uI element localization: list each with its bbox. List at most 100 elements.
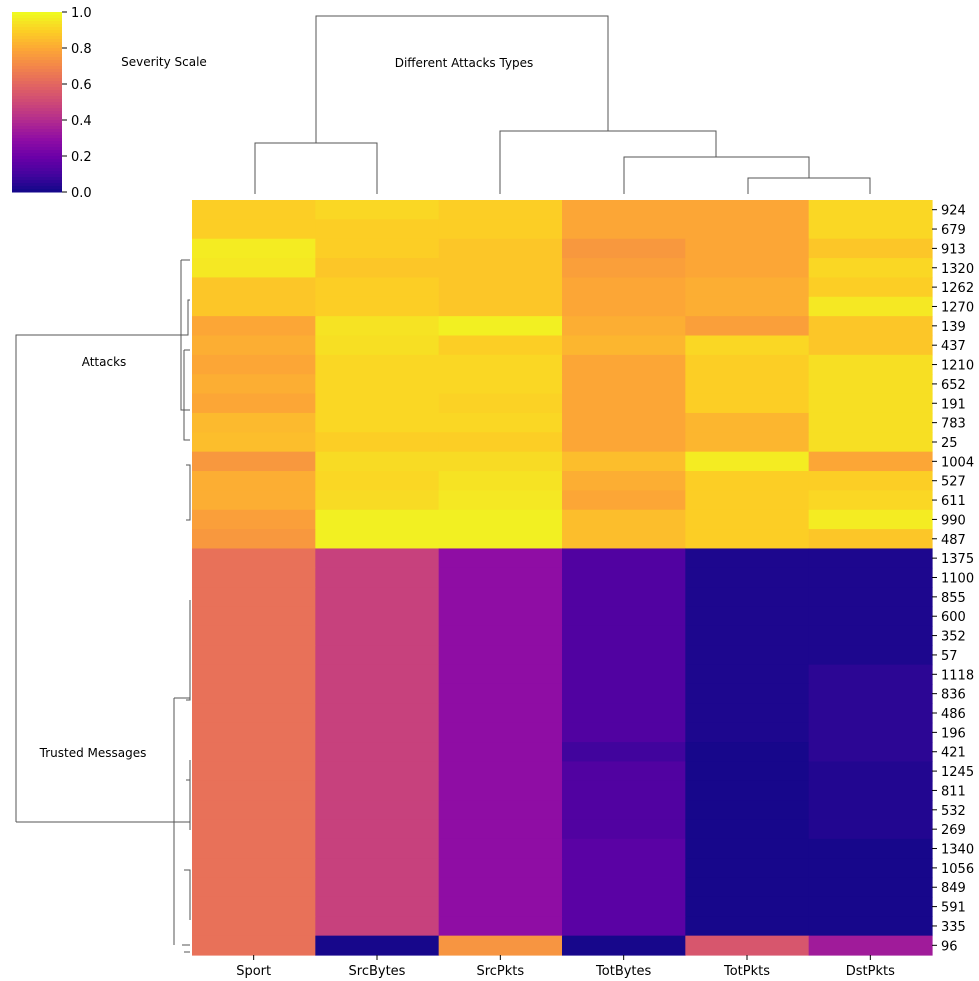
heatmap-cell bbox=[315, 645, 440, 666]
heatmap-cell bbox=[808, 432, 933, 453]
heatmap-cell bbox=[562, 587, 686, 608]
colorbar-band bbox=[12, 132, 62, 136]
heatmap-cell bbox=[685, 877, 810, 898]
colorbar-tick-label: 0.6 bbox=[71, 78, 92, 93]
colorbar-band bbox=[12, 12, 62, 16]
colorbar-tick-label: 0.0 bbox=[71, 186, 92, 201]
heatmap-cell bbox=[438, 432, 563, 453]
heatmap-cell bbox=[438, 393, 563, 414]
heatmap-cell bbox=[192, 761, 316, 782]
colorbar-tick-label: 0.2 bbox=[71, 150, 92, 165]
heatmap-cell bbox=[685, 258, 810, 279]
heatmap-cell bbox=[808, 296, 933, 317]
heatmap-cell bbox=[438, 316, 563, 337]
heatmap-cell bbox=[192, 509, 316, 530]
heatmap-cell bbox=[438, 916, 563, 937]
heatmap-cell bbox=[685, 703, 810, 724]
colorbar-band bbox=[12, 54, 62, 58]
y-tick-label: 421 bbox=[941, 746, 966, 761]
heatmap-cell bbox=[562, 548, 686, 569]
colorbar-band bbox=[12, 21, 62, 25]
heatmap-cell bbox=[808, 374, 933, 395]
heatmap-cell bbox=[808, 935, 933, 956]
heatmap-cell bbox=[438, 722, 563, 743]
dendrogram-link bbox=[180, 260, 190, 411]
heatmap-cell bbox=[808, 393, 933, 414]
y-tick-label: 96 bbox=[941, 939, 958, 954]
heatmap-cell bbox=[685, 529, 810, 550]
heatmap-cell bbox=[808, 722, 933, 743]
colorbar-band bbox=[12, 72, 62, 76]
heatmap-cell bbox=[438, 780, 563, 801]
heatmap-cell bbox=[192, 490, 316, 511]
heatmap-cell bbox=[808, 742, 933, 763]
heatmap-cell bbox=[808, 335, 933, 356]
dendrogram-link bbox=[174, 600, 191, 699]
colorbar-band bbox=[12, 138, 62, 142]
heatmap-cell bbox=[315, 761, 440, 782]
heatmap-cell bbox=[438, 567, 563, 588]
heatmap-cell bbox=[315, 877, 440, 898]
heatmap-cell bbox=[438, 858, 563, 879]
heatmap-cell bbox=[192, 277, 316, 298]
heatmap-cell bbox=[808, 316, 933, 337]
heatmap-cell bbox=[315, 935, 440, 956]
heatmap-cell bbox=[192, 703, 316, 724]
heatmap-cell bbox=[685, 587, 810, 608]
y-tick-label: 1056 bbox=[941, 862, 974, 877]
heatmap-cell bbox=[808, 645, 933, 666]
heatmap-cell bbox=[562, 645, 686, 666]
heatmap-cell bbox=[315, 354, 440, 375]
colorbar-band bbox=[12, 99, 62, 103]
heatmap-cell bbox=[808, 683, 933, 704]
heatmap-cell bbox=[562, 664, 686, 685]
colorbar-band bbox=[12, 78, 62, 82]
heatmap-cell bbox=[438, 645, 563, 666]
colorbar-band bbox=[12, 18, 62, 22]
heatmap-cell bbox=[685, 200, 810, 220]
x-tick-label: TotBytes bbox=[595, 964, 651, 979]
colorbar-band bbox=[12, 69, 62, 73]
colorbar-band bbox=[12, 147, 62, 151]
y-tick-label: 532 bbox=[941, 804, 966, 819]
colorbar-band bbox=[12, 108, 62, 112]
heatmap-cell bbox=[192, 780, 316, 801]
heatmap-cell bbox=[315, 509, 440, 530]
heatmap-cell bbox=[315, 335, 440, 356]
heatmap-cell bbox=[562, 838, 686, 859]
heatmap-cell bbox=[438, 838, 563, 859]
heatmap-cell bbox=[438, 683, 563, 704]
heatmap-cell bbox=[685, 742, 810, 763]
heatmap-cell bbox=[808, 567, 933, 588]
heatmap-cell bbox=[808, 916, 933, 937]
colorbar-band bbox=[12, 102, 62, 106]
colorbar: 0.0 0.2 0.4 0.6 0.8 1.0 bbox=[12, 6, 92, 201]
heatmap-cell bbox=[562, 490, 686, 511]
y-tick-label: 335 bbox=[941, 920, 966, 935]
colorbar-band bbox=[12, 45, 62, 49]
heatmap-cell bbox=[808, 606, 933, 627]
heatmap-cell bbox=[315, 451, 440, 472]
heatmap-cell bbox=[808, 877, 933, 898]
dendrogram-link bbox=[174, 760, 191, 823]
heatmap-cell bbox=[808, 838, 933, 859]
heatmap-cell bbox=[438, 219, 563, 240]
heatmap-cell bbox=[315, 780, 440, 801]
heatmap-cell bbox=[438, 471, 563, 491]
heatmap-cell bbox=[192, 587, 316, 608]
heatmap-cell bbox=[315, 722, 440, 743]
colorbar-band bbox=[12, 39, 62, 43]
heatmap-cell bbox=[808, 238, 933, 259]
y-tick-label: 437 bbox=[941, 339, 966, 354]
colorbar-band bbox=[12, 186, 62, 190]
heatmap-cell bbox=[438, 277, 563, 298]
heatmap-cell bbox=[562, 296, 686, 317]
colorbar-band bbox=[12, 105, 62, 109]
heatmap-cell bbox=[315, 471, 440, 491]
y-tick-label: 527 bbox=[941, 475, 966, 490]
y-tick-labels: 924 679 913 1320 1262 1270 139 437 1210 652 191 783… bbox=[932, 204, 974, 954]
heatmap-cell bbox=[685, 664, 810, 685]
y-tick-label: 855 bbox=[941, 591, 966, 606]
heatmap-cell bbox=[192, 877, 316, 898]
heatmap-cell bbox=[562, 509, 686, 530]
